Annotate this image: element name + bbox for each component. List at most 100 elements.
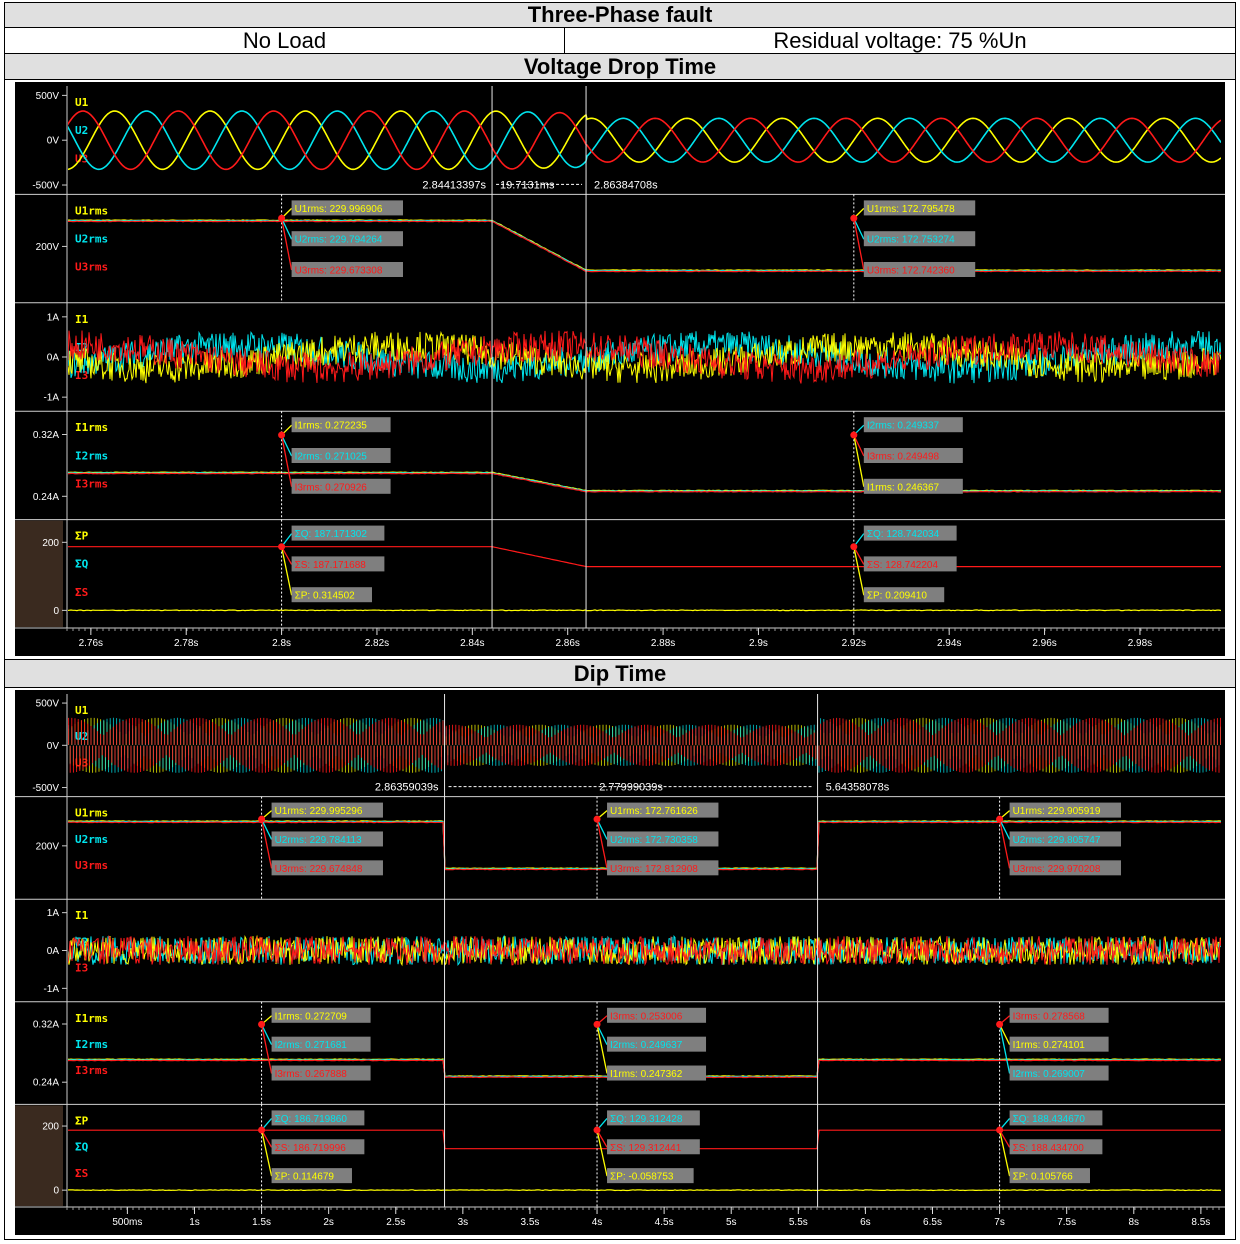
- cursor-value: U3rms: 172.742360: [867, 266, 955, 277]
- y-tick-label: 0.32A: [33, 1019, 59, 1030]
- x-tick-label: 2.5s: [386, 1217, 405, 1228]
- value-box: [863, 478, 963, 494]
- y-tick-label: 0A: [47, 353, 60, 364]
- x-axis: 2.76s 2.78s 2.8s 2.82s 2.84s 2.86s 2.88s 2.9s 2.…: [66, 627, 1221, 649]
- x-tick-label: 2.88s: [651, 638, 675, 649]
- cursor-value: ΣQ: 128.742034: [867, 529, 940, 540]
- cursor-dot: [278, 431, 286, 439]
- cursor-dot: [593, 1126, 601, 1134]
- plot-area: [68, 934, 1221, 967]
- series-name-3: I3rms: [75, 1064, 108, 1077]
- y-tick-label: -1A: [43, 393, 59, 404]
- panel-gutter: [15, 520, 63, 627]
- chart-frame: [15, 82, 1225, 656]
- series-I1: [68, 330, 1221, 384]
- leader-line: [260, 1024, 273, 1074]
- series-name-1: I1: [75, 909, 89, 922]
- x-tick-label: 1s: [189, 1217, 200, 1228]
- leader-line: [596, 818, 608, 840]
- panel-gutter: [15, 1105, 63, 1206]
- series-U3rms: [68, 220, 1221, 273]
- value-box: [607, 1168, 694, 1184]
- leader-line: [280, 434, 293, 487]
- cursor-value: ΣS: 128.742204: [867, 560, 939, 571]
- value-box: [271, 831, 383, 847]
- series-name-1: U1: [75, 96, 89, 109]
- measure-start: 2.86359039s: [375, 782, 439, 794]
- cursor-value: I1rms: 0.272235: [295, 421, 368, 432]
- series-name-2: I2rms: [75, 449, 108, 462]
- cursor-value: ΣS: 186.719996: [275, 1143, 347, 1154]
- leader-line: [260, 1024, 273, 1045]
- cursor-value: U2rms: 229.784113: [275, 835, 363, 846]
- y-tick-label: 500V: [36, 699, 60, 710]
- series-U3: [68, 717, 1221, 773]
- series-name-2: U2rms: [75, 233, 108, 246]
- value-box: [291, 231, 403, 247]
- section2-title: Dip Time: [573, 660, 667, 686]
- series-name-2: ΣQ: [75, 1141, 89, 1154]
- condition-row: No Load Residual voltage: 75 %Un: [5, 28, 1235, 54]
- report-table: Three-Phase fault No Load Residual volta…: [4, 2, 1236, 1240]
- cursor-value: I2rms: 0.271681: [275, 1040, 348, 1051]
- cursor-value: I2rms: 0.249637: [610, 1040, 683, 1051]
- cursor-value: U2rms: 172.753274: [867, 235, 955, 246]
- series-name-2: I2rms: [75, 1038, 108, 1051]
- y-tick-label: 0.24A: [33, 1078, 59, 1089]
- series-name-2: ΣQ: [75, 558, 89, 571]
- y-tick-label: 0A: [47, 946, 60, 957]
- x-tick-label: 500ms: [112, 1217, 142, 1228]
- y-tick-label: -1A: [43, 984, 59, 995]
- y-tick-label: 0.32A: [33, 430, 59, 441]
- cursor-value: ΣP: -0.058753: [610, 1172, 674, 1183]
- series-name-3: ΣS: [75, 1167, 88, 1180]
- value-box: [291, 262, 403, 277]
- leader-line: [260, 818, 273, 840]
- cursor-value: ΣP: 0.105766: [1013, 1172, 1074, 1183]
- y-tick-label: 0V: [47, 741, 60, 752]
- x-tick-label: 6s: [860, 1217, 871, 1228]
- cursor-value: I3rms: 0.267888: [275, 1069, 348, 1080]
- value-box: [291, 556, 385, 572]
- plot-area: [68, 717, 1221, 773]
- leader-line: [853, 546, 865, 596]
- cursor-dot: [850, 431, 858, 439]
- cursor-value: U1rms: 229.996906: [295, 204, 383, 215]
- series-name-3: U3: [75, 756, 88, 769]
- plot-area: [68, 471, 1221, 493]
- x-tick-label: 2.8s: [272, 638, 291, 649]
- leader-line: [853, 218, 865, 271]
- x-tick-label: 3.5s: [520, 1217, 539, 1228]
- x-tick-label: 2.78s: [174, 638, 198, 649]
- measure-end: 2.86384708s: [594, 179, 658, 191]
- value-box: [271, 860, 383, 876]
- value-box: [863, 525, 957, 541]
- cursor-value: I1rms: 0.247362: [610, 1069, 683, 1080]
- section1-title-row: Voltage Drop Time: [5, 54, 1235, 80]
- x-tick-label: 2.9s: [749, 638, 768, 649]
- plot-area: [68, 219, 1221, 273]
- series-ΣP: [68, 1189, 1221, 1192]
- cursor-value: U3rms: 229.674848: [275, 864, 363, 875]
- x-tick-label: 8.5s: [1191, 1217, 1210, 1228]
- cursor-value: U2rms: 172.730358: [610, 835, 698, 846]
- cursor-value: U3rms: 172.812908: [610, 864, 698, 875]
- y-tick-label: 200V: [36, 242, 60, 253]
- series-name-1: ΣP: [75, 1114, 89, 1127]
- cursor-value: ΣQ: 186.719860: [275, 1114, 348, 1125]
- value-box: [1009, 802, 1121, 818]
- series-name-3: U3rms: [75, 261, 108, 274]
- value-box: [863, 448, 963, 463]
- leader-line: [596, 1129, 608, 1177]
- leader-line: [596, 819, 608, 869]
- value-box: [1009, 1007, 1109, 1023]
- table-title: Three-Phase fault: [527, 2, 713, 27]
- y-tick-label: 200V: [36, 841, 60, 852]
- cursor-value: I3rms: 0.253006: [610, 1011, 683, 1022]
- cursor-value: I3rms: 0.278568: [1013, 1011, 1086, 1022]
- value-box: [271, 1065, 371, 1081]
- value-box: [271, 1139, 365, 1155]
- x-tick-label: 6.5s: [923, 1217, 942, 1228]
- cursor-dot: [258, 1126, 266, 1134]
- x-tick-label: 4s: [592, 1217, 603, 1228]
